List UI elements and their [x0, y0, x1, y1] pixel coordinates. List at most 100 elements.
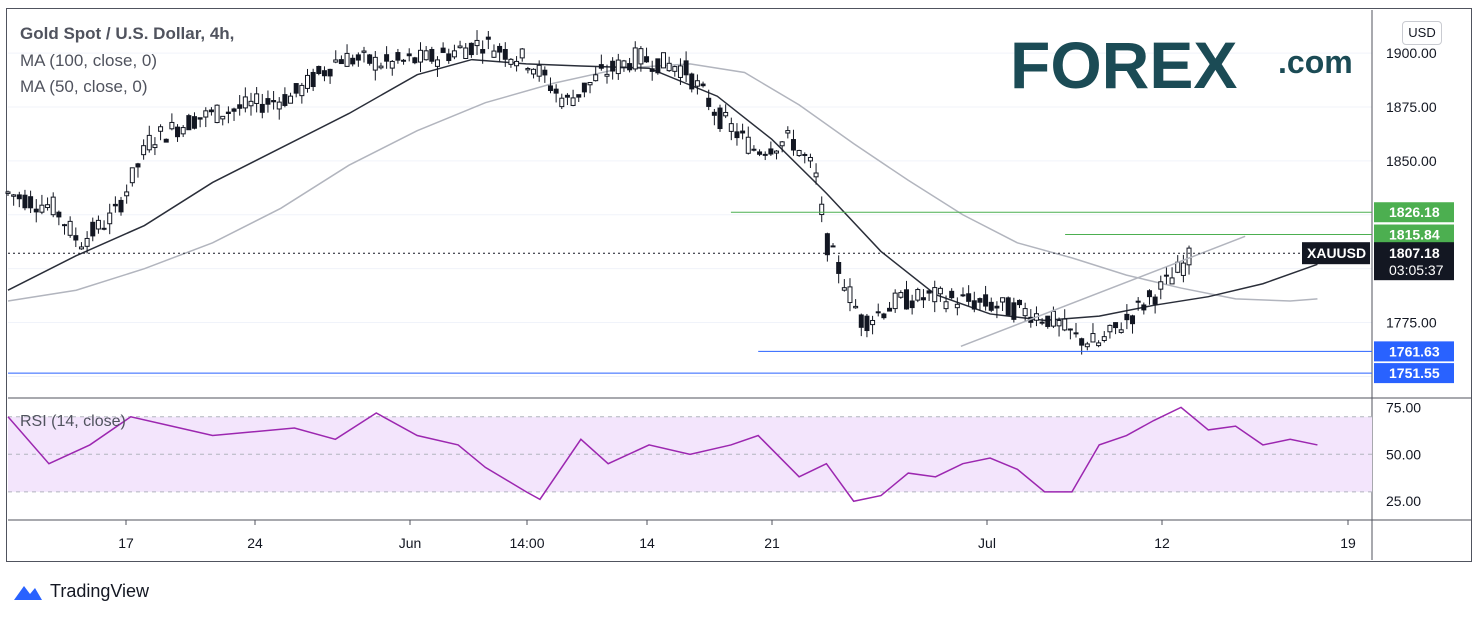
candle: [915, 289, 921, 301]
candle: [304, 74, 310, 89]
candle: [881, 313, 887, 319]
candle: [802, 153, 808, 156]
candle: [50, 196, 56, 216]
candle: [316, 65, 322, 74]
candle: [627, 63, 633, 71]
legend-title: Gold Spot / U.S. Dollar, 4h,: [20, 24, 235, 43]
candle: [186, 115, 192, 131]
candle: [757, 151, 763, 155]
level-badge: [1374, 363, 1454, 384]
candle: [191, 116, 197, 129]
candle: [124, 191, 130, 197]
candle: [576, 94, 582, 98]
candle: [994, 305, 1000, 309]
candle: [101, 227, 107, 230]
candle: [1050, 310, 1056, 327]
candle: [926, 290, 932, 294]
currency-button[interactable]: USD: [1402, 21, 1442, 45]
candle: [1135, 300, 1141, 303]
candle: [389, 60, 395, 69]
candle: [203, 110, 209, 118]
candle: [615, 59, 621, 75]
candle: [649, 68, 655, 72]
chart-frame: [6, 8, 1472, 562]
candle: [28, 196, 34, 209]
candle: [146, 134, 152, 151]
candle: [700, 83, 706, 87]
rsi-label: RSI (14, close): [20, 413, 126, 430]
candle: [694, 80, 700, 87]
candle: [593, 74, 599, 82]
svg-text:FOREX: FOREX: [1010, 30, 1237, 100]
candle: [943, 301, 949, 310]
candle: [887, 307, 893, 312]
candle: [434, 59, 440, 67]
last-price-label: 1807.18: [1389, 245, 1440, 261]
candle: [169, 121, 175, 130]
candle: [327, 68, 333, 77]
level-label: 1815.84: [1389, 227, 1440, 243]
candle: [197, 117, 203, 120]
candle: [1039, 321, 1045, 324]
candle: [1056, 319, 1062, 327]
countdown-label: 03:05:37: [1389, 262, 1444, 278]
candle: [920, 297, 926, 301]
candle: [977, 298, 983, 303]
time-tick-label: 21: [764, 535, 780, 551]
candle: [932, 287, 938, 303]
candle: [1096, 342, 1102, 347]
candle: [660, 52, 666, 69]
candle: [333, 59, 339, 63]
candle: [689, 73, 695, 90]
tradingview-logo[interactable]: TradingView: [8, 580, 149, 602]
candle: [321, 70, 327, 77]
candle: [282, 94, 288, 106]
candle: [870, 319, 876, 326]
candle: [395, 52, 401, 61]
candle: [372, 56, 378, 71]
candle: [864, 315, 870, 332]
candle: [655, 58, 661, 74]
candle: [406, 53, 412, 57]
time-tick-label: 24: [247, 535, 263, 551]
candle: [338, 59, 344, 65]
time-tick-label: Jul: [978, 535, 996, 551]
price-tick-label: 1775.00: [1386, 315, 1437, 331]
candle: [254, 93, 260, 104]
symbol-label: XAUUSD: [1307, 245, 1366, 261]
candle: [5, 191, 11, 194]
candle: [672, 66, 678, 72]
candle: [361, 50, 367, 53]
candle: [728, 123, 734, 132]
tradingview-cloud-icon: [14, 586, 42, 600]
candle: [745, 136, 751, 154]
candle: [299, 84, 305, 97]
candle: [706, 97, 712, 107]
candle: [762, 153, 768, 156]
candle: [288, 95, 294, 104]
candle: [858, 314, 864, 328]
candle: [423, 50, 429, 61]
level-label: 1751.55: [1389, 365, 1440, 381]
candle: [587, 81, 593, 86]
candle: [1079, 338, 1085, 346]
candle: [903, 289, 909, 310]
candle: [350, 57, 356, 65]
symbol-badge: [1302, 242, 1370, 265]
candle: [468, 42, 474, 56]
candle: [1152, 296, 1158, 305]
candle: [604, 73, 610, 77]
legend-ma100: MA (100, close, 0): [20, 51, 158, 70]
candle: [163, 138, 169, 143]
candle: [418, 49, 424, 63]
candle: [45, 204, 51, 209]
last-price-badge: [1374, 242, 1454, 281]
candle: [175, 126, 181, 138]
candle: [485, 36, 491, 40]
candle: [774, 150, 780, 154]
candle: [451, 50, 457, 58]
candle: [1141, 304, 1147, 311]
candle: [508, 58, 514, 65]
candle: [16, 194, 22, 200]
